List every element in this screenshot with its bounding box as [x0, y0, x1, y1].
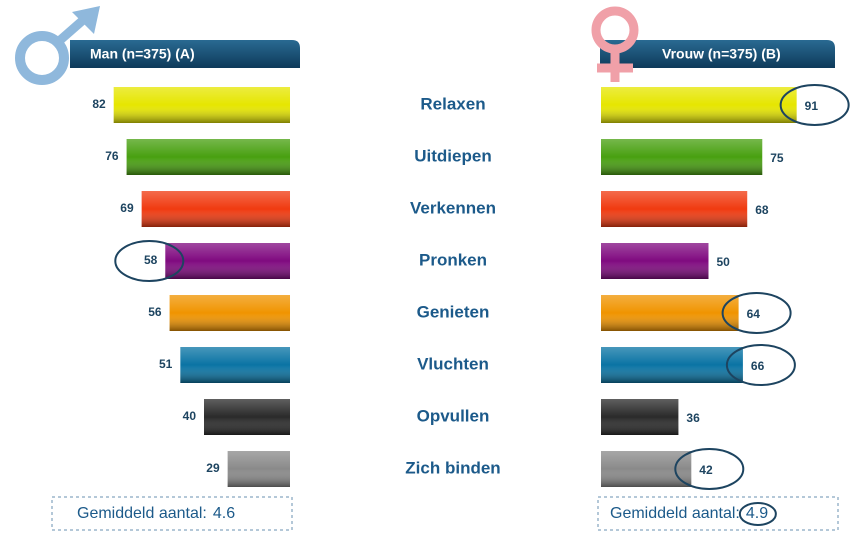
- bar-shade: [601, 243, 709, 279]
- banner: [70, 40, 300, 68]
- value-label: 68: [755, 203, 769, 217]
- average-box: [597, 496, 839, 531]
- value-label: 75: [770, 151, 784, 165]
- highlight-ring: [725, 344, 796, 386]
- highlight-ring: [721, 292, 792, 334]
- series-name: Man (n=375) (A): [90, 46, 195, 62]
- category-label: Opvullen: [417, 406, 490, 425]
- header-woman: Vrouw (n=375) (B): [591, 6, 835, 82]
- bar-shade: [204, 399, 290, 435]
- value-label: 76: [105, 149, 119, 163]
- bar-shade: [601, 87, 797, 123]
- average-box: [51, 496, 293, 531]
- value-label: 64: [747, 307, 761, 321]
- average-label: Gemiddeld aantal:: [77, 505, 207, 522]
- bar-shade: [601, 191, 748, 227]
- highlight-ring: [674, 448, 745, 490]
- bar-shade: [113, 87, 290, 123]
- value-label: 69: [120, 201, 134, 215]
- bar-shade: [165, 243, 290, 279]
- value-label: 36: [686, 411, 700, 425]
- value-label: 58: [144, 253, 158, 267]
- category-label: Uitdiepen: [414, 146, 491, 165]
- bar-shade: [601, 451, 692, 487]
- value-label: 29: [206, 461, 220, 475]
- male-icon: [15, 6, 100, 85]
- value-label: 42: [699, 463, 713, 477]
- value-label: 91: [805, 99, 819, 113]
- header-man: Man (n=375) (A): [15, 6, 300, 85]
- category-label: Genieten: [417, 302, 490, 321]
- value-label: 82: [92, 97, 106, 111]
- bar-shade: [601, 139, 763, 175]
- bar-shade: [601, 399, 679, 435]
- average-label: Gemiddeld aantal:: [610, 505, 740, 522]
- highlight-ring: [779, 84, 850, 126]
- value-label: 56: [148, 305, 162, 319]
- bar-shade: [180, 347, 290, 383]
- bar-shade: [227, 451, 290, 487]
- banner: [600, 40, 835, 68]
- female-icon: [591, 6, 639, 82]
- category-label: Vluchten: [417, 354, 489, 373]
- category-label: Verkennen: [410, 198, 496, 217]
- value-label: 40: [183, 409, 197, 423]
- bar-shade: [601, 347, 743, 383]
- category-label: Relaxen: [420, 94, 485, 113]
- bar-shade: [126, 139, 290, 175]
- value-label: 50: [717, 255, 731, 269]
- bar-shade: [169, 295, 290, 331]
- bar-shade: [601, 295, 739, 331]
- value-label: 66: [751, 359, 765, 373]
- bar-shade: [141, 191, 290, 227]
- category-label: Pronken: [419, 250, 487, 269]
- highlight-ring: [114, 240, 185, 282]
- average-value: 4.9: [746, 505, 768, 522]
- highlight-ring: [738, 502, 777, 526]
- value-label: 51: [159, 357, 173, 371]
- series-name: Vrouw (n=375) (B): [662, 46, 781, 62]
- average-value: 4.6: [213, 505, 235, 522]
- category-label: Zich binden: [405, 458, 500, 477]
